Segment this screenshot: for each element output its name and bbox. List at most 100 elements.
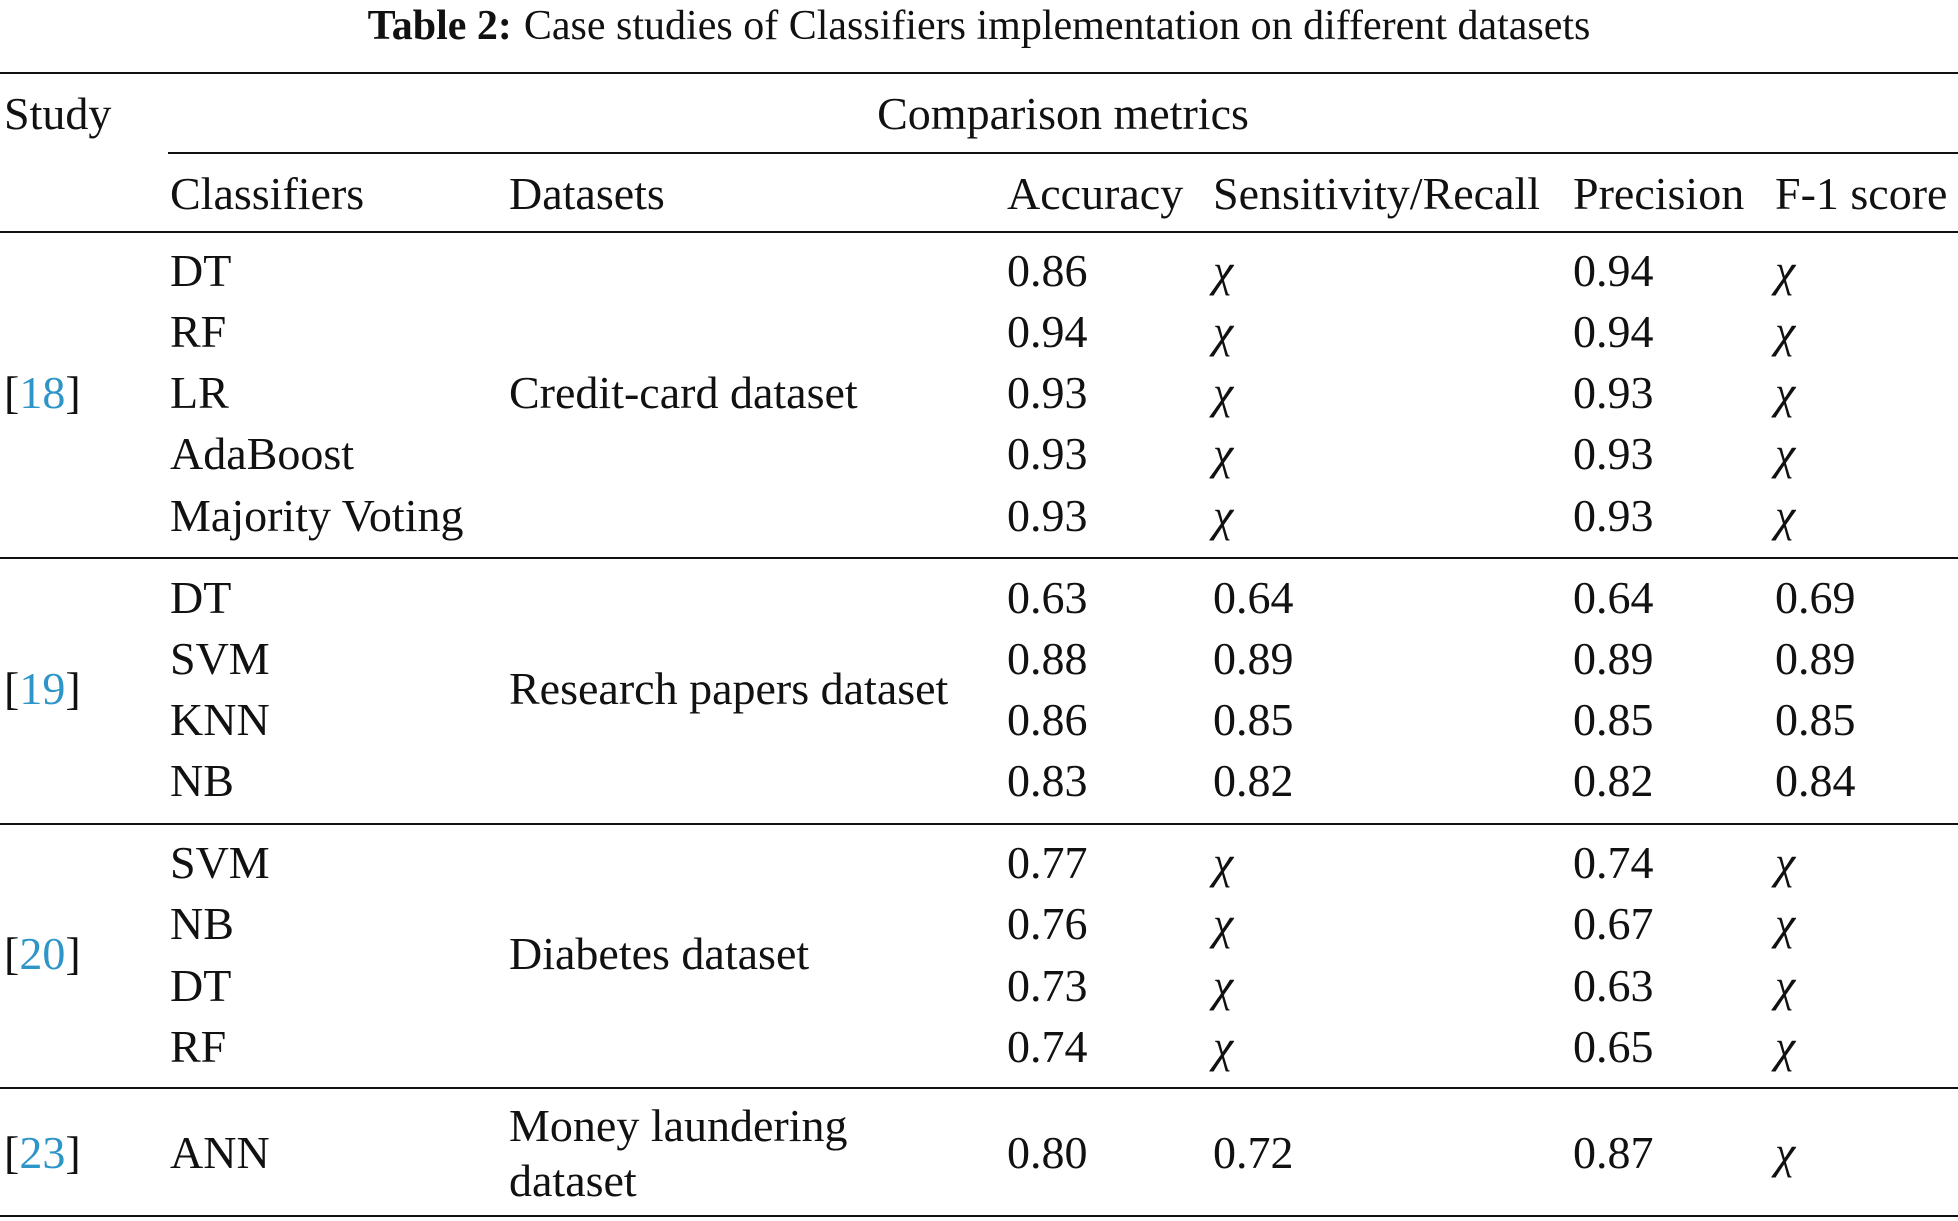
recall-value: 0.82: [1213, 755, 1294, 806]
precision-value: 0.93: [1573, 367, 1654, 418]
classifier-name: AdaBoost: [170, 428, 354, 479]
classifier-name: DT: [170, 572, 232, 623]
accuracy-value: 0.86: [1007, 694, 1088, 745]
precision-value: 0.63: [1573, 960, 1654, 1011]
f1-value: χ: [1775, 367, 1796, 418]
classifier-name: RF: [170, 306, 227, 357]
caption-label: Table 2:: [367, 3, 512, 49]
precision-value: 0.65: [1573, 1021, 1654, 1072]
classifier-name: ANN: [170, 1127, 270, 1178]
accuracy-value: 0.63: [1007, 572, 1088, 623]
precision-value: 0.82: [1573, 755, 1654, 806]
caption-text: Case studies of Classifiers implementati…: [523, 3, 1591, 49]
recall-value: 0.85: [1213, 694, 1294, 745]
header-datasets: Datasets: [509, 168, 665, 219]
f1-value: χ: [1775, 898, 1796, 949]
dataset-name: Research papers dataset: [509, 663, 949, 714]
accuracy-value: 0.76: [1007, 898, 1088, 949]
study-reference: [19]: [4, 663, 81, 714]
classifier-name: NB: [170, 898, 234, 949]
classifier-name: SVM: [170, 837, 270, 888]
recall-value: χ: [1213, 1021, 1234, 1072]
header-sensitivity-recall: Sensitivity/Recall: [1213, 168, 1541, 219]
accuracy-value: 0.83: [1007, 755, 1088, 806]
classifier-name: RF: [170, 1021, 227, 1072]
study-reference: [23]: [4, 1127, 81, 1178]
recall-value: χ: [1213, 490, 1234, 541]
study-reference: [20]: [4, 928, 81, 979]
table-caption: Table 2: Case studies of Classifiers impl…: [0, 2, 1958, 50]
accuracy-value: 0.86: [1007, 245, 1088, 296]
study-reference: [18]: [4, 367, 81, 418]
header-f1-score: F-1 score: [1775, 168, 1948, 219]
f1-value: χ: [1775, 837, 1796, 888]
classifier-name: KNN: [170, 694, 270, 745]
recall-value: χ: [1213, 306, 1234, 357]
recall-value: 0.72: [1213, 1127, 1294, 1178]
f1-value: 0.84: [1775, 755, 1856, 806]
precision-value: 0.94: [1573, 245, 1654, 296]
reference-link[interactable]: 18: [19, 367, 66, 418]
f1-value: χ: [1775, 490, 1796, 541]
group-rule: [0, 557, 1958, 559]
reference-link[interactable]: 20: [19, 928, 66, 979]
accuracy-value: 0.93: [1007, 490, 1088, 541]
accuracy-value: 0.93: [1007, 428, 1088, 479]
precision-value: 0.94: [1573, 306, 1654, 357]
f1-value: 0.85: [1775, 694, 1856, 745]
accuracy-value: 0.73: [1007, 960, 1088, 1011]
recall-value: χ: [1213, 837, 1234, 888]
accuracy-value: 0.93: [1007, 367, 1088, 418]
header-rule: [0, 231, 1958, 233]
dataset-name: Money laundering: [509, 1100, 848, 1151]
accuracy-value: 0.88: [1007, 633, 1088, 684]
precision-value: 0.85: [1573, 694, 1654, 745]
accuracy-value: 0.74: [1007, 1021, 1088, 1072]
header-classifiers: Classifiers: [170, 168, 365, 219]
reference-link[interactable]: 19: [19, 663, 66, 714]
header-study: Study: [4, 88, 112, 139]
classifier-name: NB: [170, 755, 234, 806]
classifier-name: DT: [170, 245, 232, 296]
precision-value: 0.93: [1573, 490, 1654, 541]
recall-value: χ: [1213, 245, 1234, 296]
precision-value: 0.89: [1573, 633, 1654, 684]
header-precision: Precision: [1573, 168, 1745, 219]
dataset-name: dataset: [509, 1155, 637, 1206]
recall-value: 0.64: [1213, 572, 1294, 623]
f1-value: 0.69: [1775, 572, 1856, 623]
accuracy-value: 0.77: [1007, 837, 1088, 888]
group-rule: [0, 1215, 1958, 1217]
f1-value: χ: [1775, 1021, 1796, 1072]
group-rule: [0, 1087, 1958, 1089]
precision-value: 0.67: [1573, 898, 1654, 949]
dataset-name: Credit-card dataset: [509, 367, 858, 418]
header-group-rule: [168, 152, 1958, 154]
recall-value: χ: [1213, 898, 1234, 949]
precision-value: 0.87: [1573, 1127, 1654, 1178]
classifier-name: Majority Voting: [170, 490, 464, 541]
precision-value: 0.64: [1573, 572, 1654, 623]
f1-value: χ: [1775, 960, 1796, 1011]
accuracy-value: 0.80: [1007, 1127, 1088, 1178]
recall-value: χ: [1213, 960, 1234, 1011]
recall-value: χ: [1213, 367, 1234, 418]
accuracy-value: 0.94: [1007, 306, 1088, 357]
reference-link[interactable]: 23: [19, 1127, 66, 1178]
classifier-name: SVM: [170, 633, 270, 684]
top-rule: [0, 72, 1958, 74]
precision-value: 0.93: [1573, 428, 1654, 479]
f1-value: χ: [1775, 306, 1796, 357]
classifier-name: DT: [170, 960, 232, 1011]
classifier-name: LR: [170, 367, 229, 418]
f1-value: χ: [1775, 428, 1796, 479]
header-comparison-metrics: Comparison metrics: [877, 88, 1249, 139]
header-accuracy: Accuracy: [1007, 168, 1184, 219]
f1-value: 0.89: [1775, 633, 1856, 684]
precision-value: 0.74: [1573, 837, 1654, 888]
f1-value: χ: [1775, 245, 1796, 296]
recall-value: χ: [1213, 428, 1234, 479]
dataset-name: Diabetes dataset: [509, 928, 810, 979]
f1-value: χ: [1775, 1127, 1796, 1178]
recall-value: 0.89: [1213, 633, 1294, 684]
